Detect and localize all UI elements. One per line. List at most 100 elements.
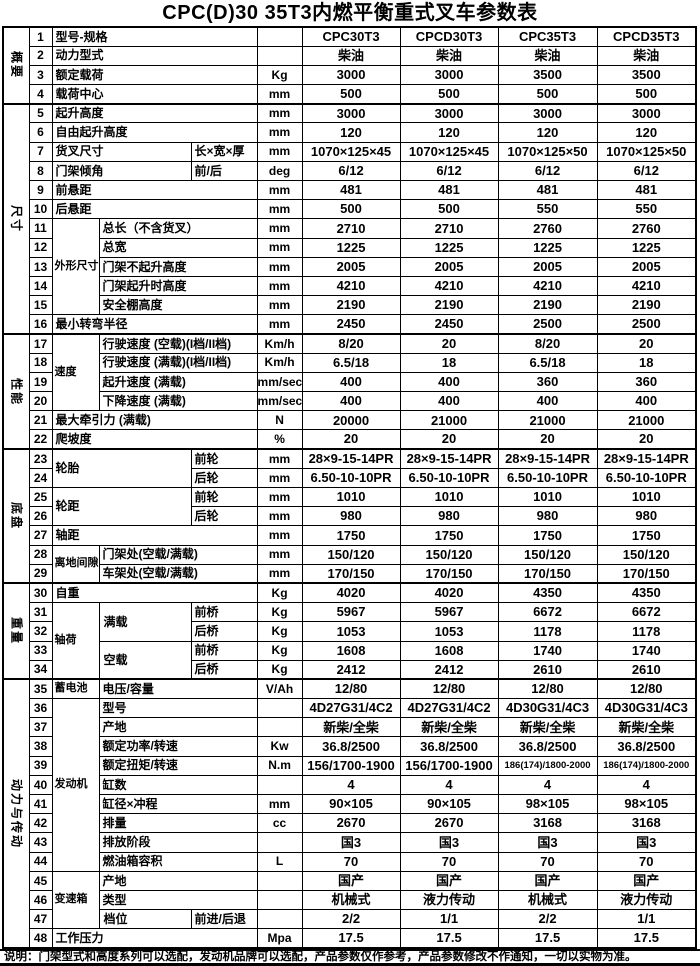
table-row: 11 外形尺寸 总长（不含货叉） mm 2710 2710 2760 2760 xyxy=(3,218,697,316)
unit-cell: % xyxy=(256,429,303,450)
unit-cell: deg xyxy=(256,160,303,182)
value-cell: 2450 xyxy=(399,314,499,335)
unit-cell xyxy=(256,774,303,796)
value-cell: 28×9-15-14PR xyxy=(399,448,499,469)
value-cell: 1608 xyxy=(399,640,499,661)
value-cell: 20 xyxy=(301,429,401,450)
value-cell: 2/2 xyxy=(301,909,401,930)
table-row: 底盘 23 轮胎 前轮 mm 28×9-15-14PR 28×9-15-14PR… xyxy=(2,448,697,584)
value-cell: 1740 xyxy=(497,640,598,661)
value-cell: 2005 xyxy=(399,256,499,277)
value-cell: 170/150 xyxy=(497,563,598,584)
value-cell: 1225 xyxy=(301,237,401,258)
unit-cell: Kg xyxy=(256,64,303,86)
param-group: 蓄电池 xyxy=(51,678,100,700)
unit-cell xyxy=(256,26,303,47)
value-cell: 360 xyxy=(596,371,697,393)
param-label: 缸数 xyxy=(98,774,258,796)
value-cell: 2190 xyxy=(497,295,598,316)
param-label: 型号 xyxy=(98,698,258,719)
param-midlabel: 空载 xyxy=(98,640,192,680)
value-cell: 6/12 xyxy=(399,160,499,182)
value-cell: 150/120 xyxy=(301,544,401,565)
param-sublabel: 前/后 xyxy=(190,160,258,182)
row-number: 40 xyxy=(28,774,53,796)
value-cell: 6.5/18 xyxy=(497,352,598,373)
table-row: 32 后桥 Kg 1053 1053 1178 1178 xyxy=(3,621,697,642)
row-number: 48 xyxy=(28,928,53,949)
value-cell: 36.8/2500 xyxy=(301,736,401,757)
row-number: 44 xyxy=(28,851,53,872)
value-cell: 20 xyxy=(596,429,697,450)
value-cell: 400 xyxy=(497,391,598,412)
section-label: 动力与传动 xyxy=(9,778,24,849)
table-row: 27 轴距 mm 1750 1750 1750 1750 xyxy=(3,525,697,546)
value-cell: 550 xyxy=(596,199,697,220)
row-number: 5 xyxy=(28,102,53,124)
section-label: 尺寸 xyxy=(9,204,24,233)
row-number: 6 xyxy=(28,122,53,143)
row-number: 19 xyxy=(28,371,53,393)
value-cell: 8/20 xyxy=(301,332,401,354)
param-sublabel: 前轮 xyxy=(190,448,258,469)
value-cell: 新柴/全柴 xyxy=(399,717,499,738)
table-row: 39 额定扭矩/转速 N.m 156/1700-1900 156/1700-19… xyxy=(3,755,697,776)
unit-cell: mm xyxy=(256,84,303,105)
unit-cell: L xyxy=(256,851,303,872)
value-cell: 980 xyxy=(497,506,598,527)
table-row: 31 轴荷 满载 前桥 Kg 5967 5967 6672 6672 xyxy=(3,602,697,680)
value-cell: 国3 xyxy=(399,832,499,853)
table-row: 42 排量 cc 2670 2670 3168 3168 xyxy=(3,813,697,834)
unit-cell: mm xyxy=(256,122,303,143)
table-row: 40 缸数 4 4 4 4 xyxy=(3,774,697,796)
param-label: 轴距 xyxy=(51,525,258,546)
table-row: 46 类型 机械式 液力传动 机械式 液力传动 xyxy=(3,889,697,911)
value-cell: 6/12 xyxy=(301,160,401,182)
value-cell: 90×105 xyxy=(399,793,499,815)
value-cell: 6.50-10-10PR xyxy=(596,467,697,489)
value-cell: 4350 xyxy=(497,582,598,604)
value-cell: 2670 xyxy=(399,813,499,834)
value-cell: 120 xyxy=(399,122,499,143)
row-number: 29 xyxy=(28,563,53,584)
unit-cell xyxy=(256,45,303,66)
value-cell: 1178 xyxy=(596,621,697,642)
row-number: 34 xyxy=(28,659,53,680)
param-label: 起升高度 xyxy=(51,102,258,124)
param-label: 行驶速度 (满载)(I档/II档) xyxy=(98,352,258,373)
value-cell: 150/120 xyxy=(399,544,499,565)
value-cell: 2412 xyxy=(301,659,401,680)
param-label: 类型 xyxy=(98,889,258,911)
value-cell: 17.5 xyxy=(399,928,499,949)
row-number: 4 xyxy=(28,84,53,105)
table-row: 43 排放阶段 国3 国3 国3 国3 xyxy=(3,832,697,853)
value-cell: 400 xyxy=(399,371,499,393)
table-row: 4 载荷中心 mm 500 500 500 500 xyxy=(3,84,697,105)
unit-cell: mm xyxy=(256,179,303,201)
param-label: 排放阶段 xyxy=(98,832,258,853)
row-number: 31 xyxy=(28,602,53,623)
param-group: 离地间隙 xyxy=(51,544,100,584)
param-label: 工作压力 xyxy=(51,928,258,949)
row-number: 24 xyxy=(28,467,53,489)
value-cell: 2190 xyxy=(399,295,499,316)
value-cell: 2412 xyxy=(399,659,499,680)
param-group: 速度 xyxy=(51,333,100,412)
row-number: 41 xyxy=(28,793,53,815)
value-cell: 18 xyxy=(399,352,499,373)
param-label: 货叉尺寸 xyxy=(51,141,192,162)
value-cell: 156/1700-1900 xyxy=(301,755,401,776)
value-cell: 18 xyxy=(596,352,697,373)
value-cell: 21000 xyxy=(399,410,499,431)
table-row: 36 发动机 型号 4D27G31/4C2 4D27G31/4C2 4D30G3… xyxy=(3,698,697,872)
param-group: 轴荷 xyxy=(51,602,100,680)
value-cell: 1225 xyxy=(497,237,598,258)
value-cell: 1070×125×50 xyxy=(497,141,598,162)
value-cell: 液力传动 xyxy=(399,889,499,911)
table-row: 概要 1 型号-规格 CPC30T3 CPCD30T3 CPC35T3 CPCD… xyxy=(2,26,697,105)
value-cell: 2005 xyxy=(596,256,697,277)
value-cell: 3000 xyxy=(301,102,401,124)
param-label: 轮距 xyxy=(51,486,192,527)
param-label: 产地 xyxy=(98,870,258,891)
value-cell: 1750 xyxy=(301,525,401,546)
